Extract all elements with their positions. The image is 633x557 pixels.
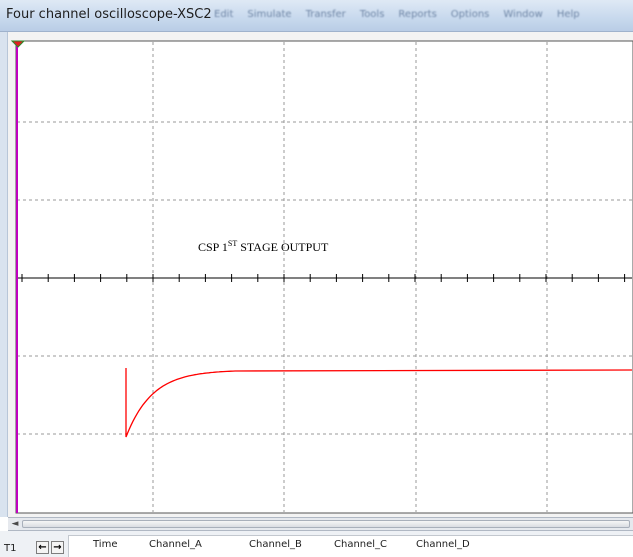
plot-annotation: CSP 1ST STAGE OUTPUT [198, 240, 328, 255]
readout-table: Time Channel_A Channel_B Channel_C Chann… [68, 535, 633, 557]
column-header-channel-d: Channel_D [416, 539, 470, 550]
annotation-superscript: ST [227, 239, 238, 248]
oscilloscope-screen [8, 32, 633, 517]
menu-item-edit[interactable]: Edit [214, 9, 234, 20]
arrow-left-icon: ← [38, 542, 47, 553]
annotation-prefix: CSP 1 [198, 240, 228, 254]
cursor-marker-icon[interactable] [10, 40, 26, 48]
channel-a-trace [125, 368, 633, 438]
menu-item-reports[interactable]: Reports [398, 9, 437, 20]
scrollbar-thumb[interactable] [22, 520, 630, 528]
window-left-border [0, 32, 8, 517]
menu-item-transfer[interactable]: Transfer [305, 9, 346, 20]
column-header-channel-b: Channel_B [249, 539, 302, 550]
cursor-left-button[interactable]: ← [36, 541, 49, 554]
oscilloscope-display[interactable]: CSP 1ST STAGE OUTPUT [8, 32, 633, 517]
cursor-right-button[interactable]: → [51, 541, 64, 554]
center-axis-ticks [21, 274, 626, 282]
menu-item-tools[interactable]: Tools [359, 9, 385, 20]
menu-item-simulate[interactable]: Simulate [247, 9, 292, 20]
menu-item-window[interactable]: Window [503, 9, 543, 20]
scroll-left-icon[interactable]: ◄ [11, 519, 19, 529]
t1-label: T1 [4, 543, 17, 554]
arrow-right-icon: → [53, 542, 62, 553]
graticule-border [15, 40, 633, 514]
horizontal-scrollbar[interactable]: ◄ [8, 517, 633, 531]
column-header-time: Time [93, 539, 118, 550]
menu-bar: Edit Simulate Transfer Tools Reports Opt… [214, 9, 580, 20]
window-title: Four channel oscilloscope-XSC2 [6, 7, 212, 22]
column-header-channel-c: Channel_C [334, 539, 388, 550]
window-title-bar[interactable]: Four channel oscilloscope-XSC2 Edit Simu… [0, 0, 633, 32]
horizontal-gridlines [17, 121, 632, 435]
menu-item-options[interactable]: Options [450, 9, 490, 20]
cursor-readout-area: T1 ← → Time Channel_A Channel_B Channel_… [0, 531, 633, 557]
menu-item-help[interactable]: Help [556, 9, 580, 20]
column-header-channel-a: Channel_A [149, 539, 202, 550]
annotation-suffix: STAGE OUTPUT [237, 240, 329, 254]
